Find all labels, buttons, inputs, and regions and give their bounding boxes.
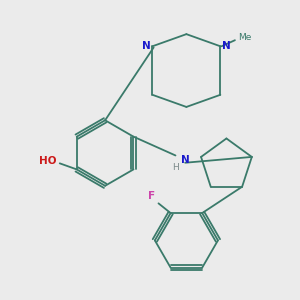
Text: N: N [142,41,151,51]
Text: F: F [148,191,155,201]
Text: H: H [172,163,179,172]
Text: HO: HO [39,156,56,166]
Text: Me: Me [238,33,251,42]
Text: N: N [181,155,190,165]
Text: N: N [222,41,231,51]
